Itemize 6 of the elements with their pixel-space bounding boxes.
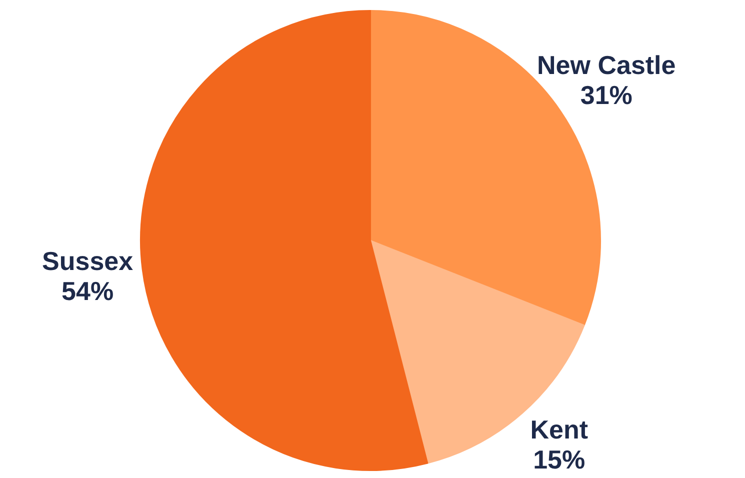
slice-label: Sussex <box>42 246 134 276</box>
slice-label: Kent <box>530 414 588 444</box>
slice-label: New Castle <box>537 50 676 80</box>
data-label: 31% <box>580 80 632 110</box>
data-label: 54% <box>62 276 114 306</box>
data-label: 15% <box>533 444 586 474</box>
